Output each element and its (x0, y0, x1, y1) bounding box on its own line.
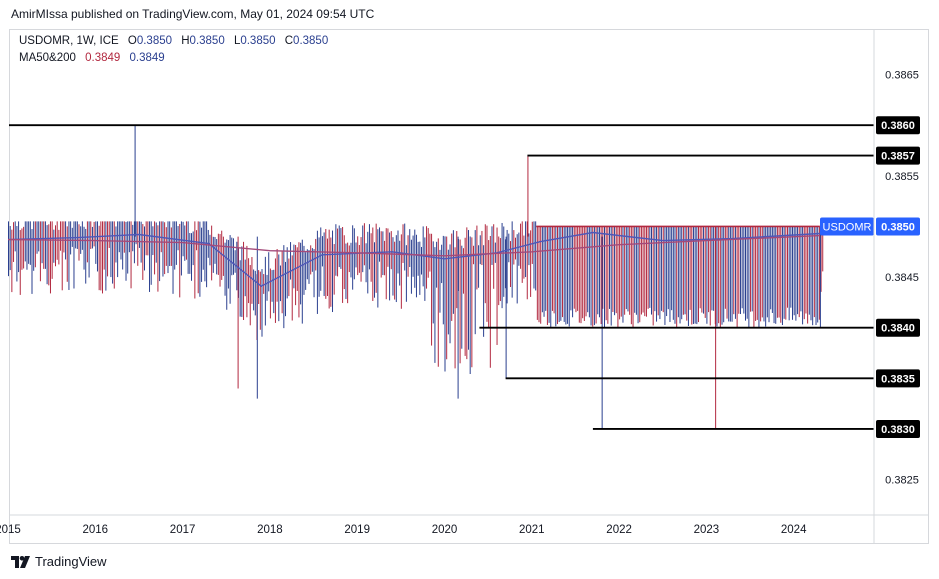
legend-close-value: 0.3850 (293, 35, 329, 47)
legend-high-label: H (181, 35, 190, 47)
legend-high-value: 0.3850 (189, 35, 225, 47)
legend-low-label: L (233, 35, 241, 47)
ma50-value: 0.3849 (85, 52, 121, 64)
y-tick-label: 0.3865 (885, 70, 919, 82)
level-label: 0.3830 (881, 424, 915, 436)
price-badge (876, 217, 920, 236)
legend-close-label: C (284, 35, 294, 47)
x-tick-label: 2015 (0, 524, 21, 536)
x-tick-label: 2017 (170, 524, 196, 536)
x-tick-label: 2020 (432, 524, 458, 536)
ma-legend[interactable]: MA50&200 0.3849 0.3849 (19, 52, 165, 64)
level-label-box (876, 419, 920, 438)
y-tick-label: 0.3845 (885, 272, 919, 284)
symbol-badge (820, 217, 874, 236)
level-label-box (876, 146, 920, 165)
level-label: 0.3840 (881, 323, 915, 335)
legend-low-value: 0.3850 (240, 35, 276, 47)
level-label: 0.3835 (881, 373, 915, 385)
footer-brand: TradingView (35, 554, 107, 569)
x-tick-label: 2018 (257, 524, 283, 536)
ma200-line (7, 234, 820, 257)
legend-symbol: USDOMR, 1W, ICE (19, 35, 119, 47)
x-tick-label: 2022 (606, 524, 632, 536)
chart-frame[interactable] (9, 29, 929, 544)
y-tick-label: 0.3855 (885, 171, 919, 183)
x-tick-label: 2024 (781, 524, 807, 536)
legend-open-label: O (127, 35, 137, 47)
symbol-badge-label: USDOMR (823, 221, 872, 233)
level-label: 0.3860 (881, 120, 915, 132)
ma-label: MA50&200 (19, 52, 76, 64)
ohlc-bars (8, 125, 824, 429)
level-label-box (876, 116, 920, 135)
price-badge-label: 0.3850 (881, 221, 915, 233)
level-label-box (876, 369, 920, 388)
tradingview-logo-icon (11, 555, 30, 568)
x-tick-label: 2021 (519, 524, 545, 536)
x-tick-label: 2023 (694, 524, 720, 536)
x-tick-label: 2016 (83, 524, 109, 536)
published-header: AmirMIssa published on TradingView.com, … (11, 7, 375, 21)
x-tick-label: 2019 (344, 524, 370, 536)
tradingview-footer[interactable]: TradingView (11, 554, 107, 569)
ma200-value: 0.3849 (129, 52, 165, 64)
y-tick-label: 0.3825 (885, 475, 919, 487)
level-label: 0.3857 (881, 151, 915, 163)
symbol-legend[interactable]: USDOMR, 1W, ICE O0.3850 H0.3850 L0.3850 … (19, 35, 328, 47)
level-label-box (876, 318, 920, 337)
legend-open-value: 0.3850 (136, 35, 173, 47)
